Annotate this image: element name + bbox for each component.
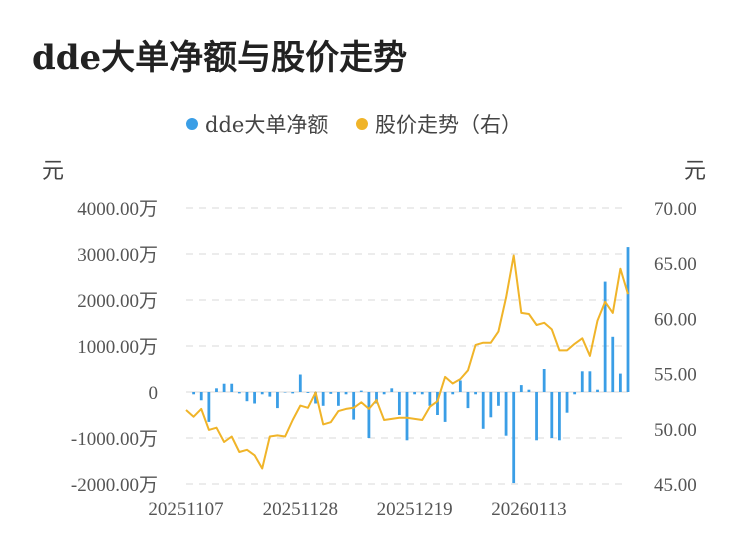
dde-bar[interactable] (192, 392, 196, 395)
left-tick-label: 1000.00万 (77, 337, 158, 358)
legend-dde-label[interactable]: dde大单净额 (205, 113, 328, 137)
left-axis-unit: 元 (42, 159, 64, 184)
x-tick-label: 20251219 (377, 499, 453, 520)
dde-bar[interactable] (588, 371, 592, 392)
dde-bar[interactable] (436, 392, 439, 415)
page-title: dde大单净额与股价走势 (32, 38, 408, 78)
dde-bar[interactable] (535, 392, 538, 441)
x-axis-ticks: 20251107 20251128 20251219 20260113 (148, 499, 566, 520)
dde-bar[interactable] (596, 389, 599, 392)
dde-bar[interactable] (626, 247, 630, 392)
dde-bar[interactable] (253, 392, 256, 404)
x-tick-label: 20251107 (148, 499, 223, 520)
dde-bar[interactable] (519, 385, 523, 392)
dde-bar[interactable] (298, 374, 302, 392)
dde-bar[interactable] (337, 392, 340, 406)
dde-bar[interactable] (291, 392, 295, 394)
dde-bar[interactable] (245, 392, 249, 402)
dde-bar[interactable] (359, 390, 363, 392)
legend-price-label[interactable]: 股价走势（右） (375, 113, 522, 137)
dde-bar[interactable] (329, 392, 333, 394)
dde-bar[interactable] (542, 369, 546, 392)
price-polyline[interactable] (185, 254, 629, 470)
dde-bar[interactable] (215, 388, 218, 392)
dde-bar[interactable] (527, 389, 531, 392)
dde-bar[interactable] (481, 392, 485, 429)
dde-bar[interactable] (565, 392, 569, 413)
dde-bar[interactable] (580, 371, 584, 392)
left-tick-label: 3000.00万 (77, 245, 158, 266)
dde-bar[interactable] (314, 392, 317, 404)
legend-dde-marker (186, 118, 198, 130)
left-tick-label: 4000.00万 (77, 199, 158, 220)
dde-bars (192, 247, 630, 484)
right-tick-label: 50.00 (654, 420, 697, 441)
dde-bar[interactable] (474, 392, 477, 395)
legend: dde大单净额 股价走势（右） (186, 113, 522, 137)
left-tick-label: -2000.00万 (71, 475, 158, 496)
dde-bar[interactable] (573, 392, 577, 395)
right-tick-label: 60.00 (654, 309, 697, 330)
left-tick-label: 2000.00万 (77, 291, 158, 312)
right-axis-ticks: 70.00 65.00 60.00 55.00 50.00 45.00 (654, 199, 697, 496)
dde-bar[interactable] (352, 392, 356, 420)
dde-bar[interactable] (344, 392, 348, 395)
dde-bar[interactable] (458, 380, 462, 393)
dde-bar[interactable] (611, 336, 615, 392)
dde-bar[interactable] (550, 392, 554, 438)
dde-bar[interactable] (260, 392, 264, 395)
dde-bar[interactable] (420, 392, 424, 395)
left-axis-ticks: 4000.00万 3000.00万 2000.00万 1000.00万 0 -1000.0… (71, 199, 158, 496)
x-tick-label: 20251128 (263, 499, 338, 520)
dde-bar[interactable] (390, 388, 394, 392)
dde-bar[interactable] (375, 392, 378, 404)
right-tick-label: 65.00 (654, 254, 697, 275)
dde-bar[interactable] (207, 392, 211, 422)
right-tick-label: 70.00 (654, 199, 697, 220)
dde-bar[interactable] (512, 392, 516, 484)
dde-bar[interactable] (230, 383, 234, 392)
dde-bar[interactable] (237, 392, 241, 394)
dde-bar[interactable] (466, 392, 470, 409)
dde-bar[interactable] (367, 392, 371, 438)
dde-bar[interactable] (428, 392, 432, 406)
right-axis-unit: 元 (684, 159, 706, 184)
right-tick-label: 45.00 (654, 475, 697, 496)
left-tick-label: 0 (149, 383, 159, 404)
dde-bar[interactable] (558, 392, 561, 441)
dde-bar[interactable] (321, 392, 325, 406)
dde-bar[interactable] (443, 392, 447, 422)
dde-bar[interactable] (603, 281, 607, 392)
legend-price-marker (356, 118, 368, 130)
dde-bar[interactable] (489, 392, 493, 418)
dde-bar[interactable] (504, 392, 508, 436)
dde-bar[interactable] (405, 392, 409, 441)
dde-bar[interactable] (397, 392, 401, 415)
dde-bar[interactable] (306, 392, 310, 393)
price-line (185, 254, 629, 470)
dde-bar[interactable] (268, 392, 272, 397)
dde-bar[interactable] (382, 392, 386, 395)
right-tick-label: 55.00 (654, 365, 697, 386)
dde-bar[interactable] (199, 392, 203, 401)
dde-bar[interactable] (283, 392, 287, 393)
dde-bar[interactable] (413, 392, 417, 395)
dde-bar[interactable] (618, 373, 622, 392)
gridlines (186, 207, 628, 485)
dde-bar[interactable] (222, 383, 226, 392)
dde-bar[interactable] (276, 392, 279, 409)
dde-bar[interactable] (497, 392, 500, 406)
left-tick-label: -1000.00万 (71, 429, 158, 450)
dde-bar[interactable] (451, 392, 455, 395)
x-tick-label: 20260113 (491, 499, 566, 520)
